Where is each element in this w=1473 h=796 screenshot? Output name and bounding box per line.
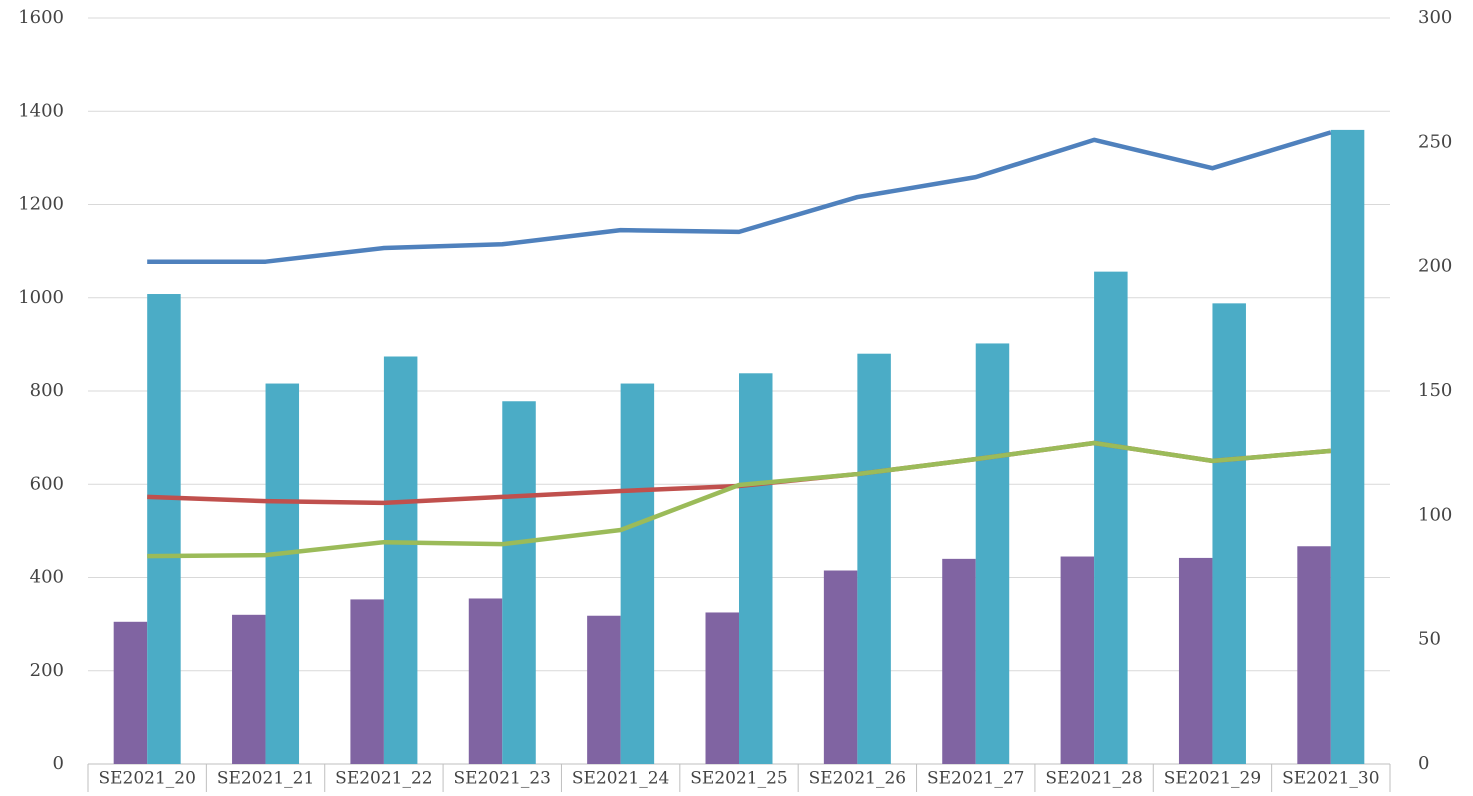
line-series <box>147 130 1332 264</box>
y2-tick-label: 200 <box>1418 256 1452 277</box>
x-tick-label: SE2021_26 <box>809 769 906 789</box>
bar <box>620 383 655 764</box>
y-tick-label: 0 <box>53 753 64 774</box>
bar <box>942 558 976 764</box>
bar <box>1178 557 1213 764</box>
y2-tick-label: 50 <box>1418 629 1441 650</box>
bar <box>502 401 536 764</box>
bar <box>1297 546 1331 764</box>
bar <box>975 343 1010 764</box>
bar <box>468 598 503 764</box>
bar <box>383 356 418 764</box>
bar <box>705 612 739 764</box>
bar <box>823 570 858 764</box>
x-tick-label: SE2021_21 <box>217 769 314 789</box>
x-tick-label: SE2021_29 <box>1164 769 1261 789</box>
y-tick-label: 1600 <box>18 7 64 28</box>
x-tick-label: SE2021_28 <box>1045 769 1142 789</box>
bar <box>587 615 621 764</box>
y-tick-label: 1200 <box>18 194 64 215</box>
x-tick-label: SE2021_27 <box>927 769 1024 789</box>
y-tick-label: 800 <box>30 380 64 401</box>
x-tick-label: SE2021_24 <box>572 769 669 789</box>
x-tick-label: SE2021_25 <box>690 769 787 789</box>
bar <box>857 353 891 764</box>
y2-tick-label: 150 <box>1418 380 1452 401</box>
y2-tick-label: 250 <box>1418 131 1452 152</box>
y-tick-label: 1400 <box>18 100 64 121</box>
bar <box>147 294 181 764</box>
bar <box>1330 129 1365 764</box>
bar <box>265 383 300 764</box>
y-tick-label: 200 <box>30 660 64 681</box>
line-series <box>147 440 1332 559</box>
bar <box>113 621 148 764</box>
y-tick-label: 1000 <box>18 287 64 308</box>
y2-tick-label: 100 <box>1418 504 1452 525</box>
bar <box>232 614 266 764</box>
bar <box>350 599 384 764</box>
bar <box>1060 556 1095 764</box>
bar <box>1094 271 1128 764</box>
y2-tick-label: 300 <box>1418 7 1452 28</box>
y-tick-label: 400 <box>30 567 64 588</box>
y2-tick-label: 0 <box>1418 753 1429 774</box>
x-tick-label: SE2021_23 <box>454 769 551 789</box>
y-tick-label: 600 <box>30 473 64 494</box>
bar <box>739 373 773 764</box>
x-tick-label: SE2021_30 <box>1282 769 1379 789</box>
bar <box>1212 303 1246 764</box>
x-tick-label: SE2021_22 <box>335 769 432 789</box>
x-tick-label: SE2021_20 <box>98 769 195 789</box>
